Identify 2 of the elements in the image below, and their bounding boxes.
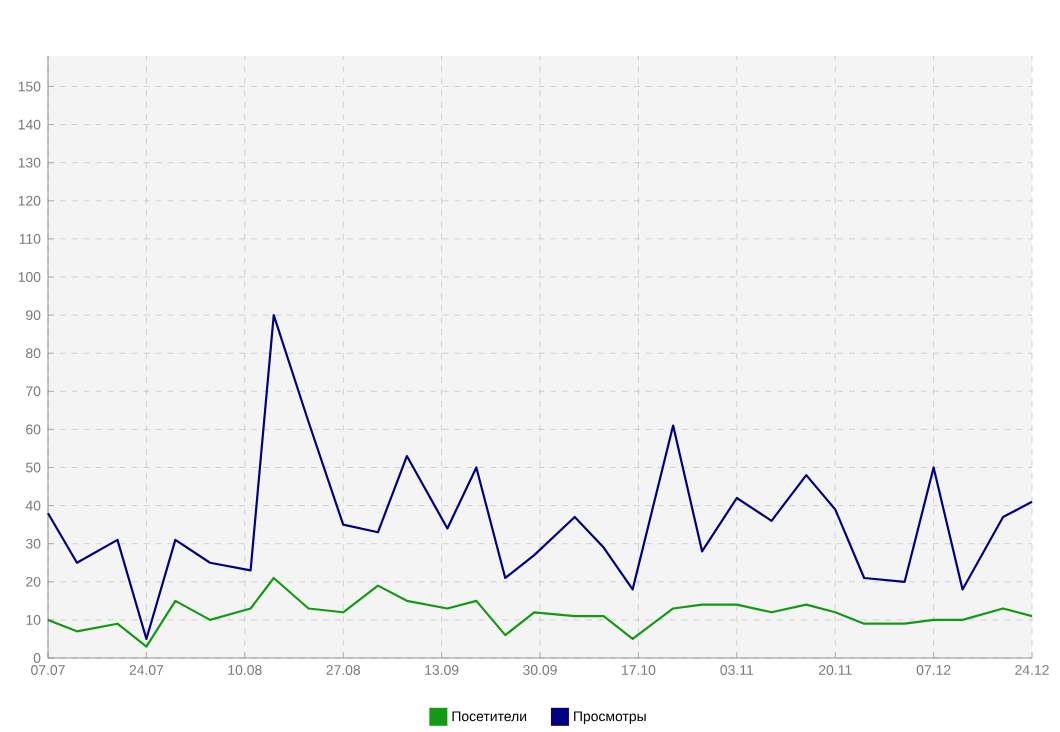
line-series (46, 313, 1034, 641)
line-series (46, 576, 1034, 648)
